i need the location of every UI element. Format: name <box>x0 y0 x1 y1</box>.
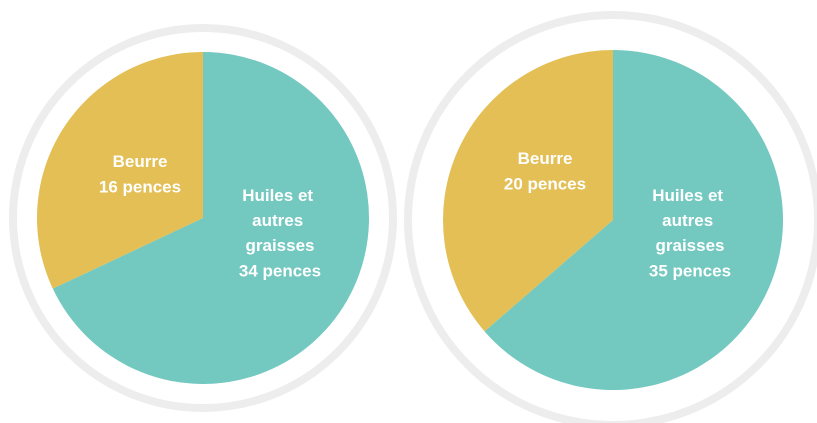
slice-value: 34 pences <box>239 261 321 280</box>
pie-slice <box>52 52 370 385</box>
slice-value: 20 pences <box>504 174 586 193</box>
pie-slice <box>37 52 204 289</box>
slice-value: 16 pences <box>99 177 181 196</box>
slice-value: 35 pences <box>649 261 731 280</box>
slice-label: Huiles et autres graisses <box>242 186 318 255</box>
slice-label: Beurre <box>113 152 168 171</box>
slice-label: Beurre <box>518 149 573 168</box>
pie-slice <box>443 50 613 332</box>
outer-ring <box>404 11 817 423</box>
pie-slice <box>484 50 784 390</box>
outer-ring <box>9 24 397 412</box>
slice-label: Huiles et autres graisses <box>652 186 728 255</box>
